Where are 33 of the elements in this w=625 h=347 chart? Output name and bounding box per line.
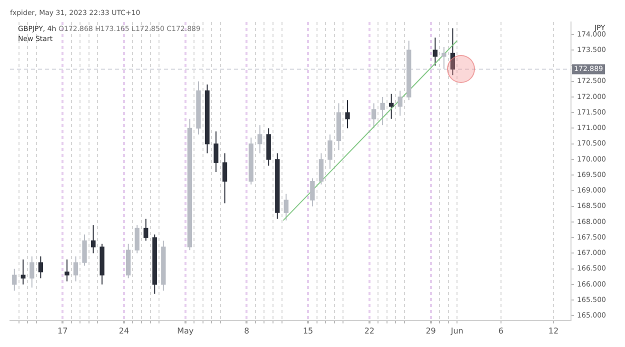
x-tick-label: 17 [58, 326, 68, 336]
candlestick [442, 46, 446, 70]
candlestick [38, 256, 44, 279]
x-tick-label: 29 [426, 326, 436, 336]
candlestick [214, 130, 218, 172]
candlestick [310, 178, 315, 207]
candlestick [64, 258, 70, 282]
candlestick [258, 124, 262, 154]
candlestick [90, 224, 96, 254]
candlestick [380, 96, 385, 126]
candlestick [144, 218, 148, 242]
candlestick [222, 152, 228, 204]
candlestick [450, 28, 456, 76]
candlestick [345, 100, 350, 129]
candlestick [432, 37, 438, 66]
x-tick-label: 12 [548, 326, 559, 336]
x-tick-label: 6 [498, 326, 504, 336]
x-tick-label: 8 [244, 326, 250, 336]
candlestick [12, 268, 17, 292]
candlestick [398, 90, 402, 116]
x-tick-label: 15 [302, 326, 314, 336]
candlestick [82, 234, 87, 266]
candlestick [328, 134, 332, 170]
candlestick [30, 256, 34, 288]
x-tick-label: 24 [118, 326, 130, 336]
candlestick [134, 224, 140, 254]
x-tick-label: Jun [450, 326, 464, 336]
candlestick [73, 256, 78, 282]
x-tick-label: May [177, 326, 194, 336]
candlestick [284, 193, 288, 221]
candlestick [318, 152, 324, 185]
candlestick [371, 102, 376, 129]
x-tick-label: 22 [364, 326, 375, 336]
